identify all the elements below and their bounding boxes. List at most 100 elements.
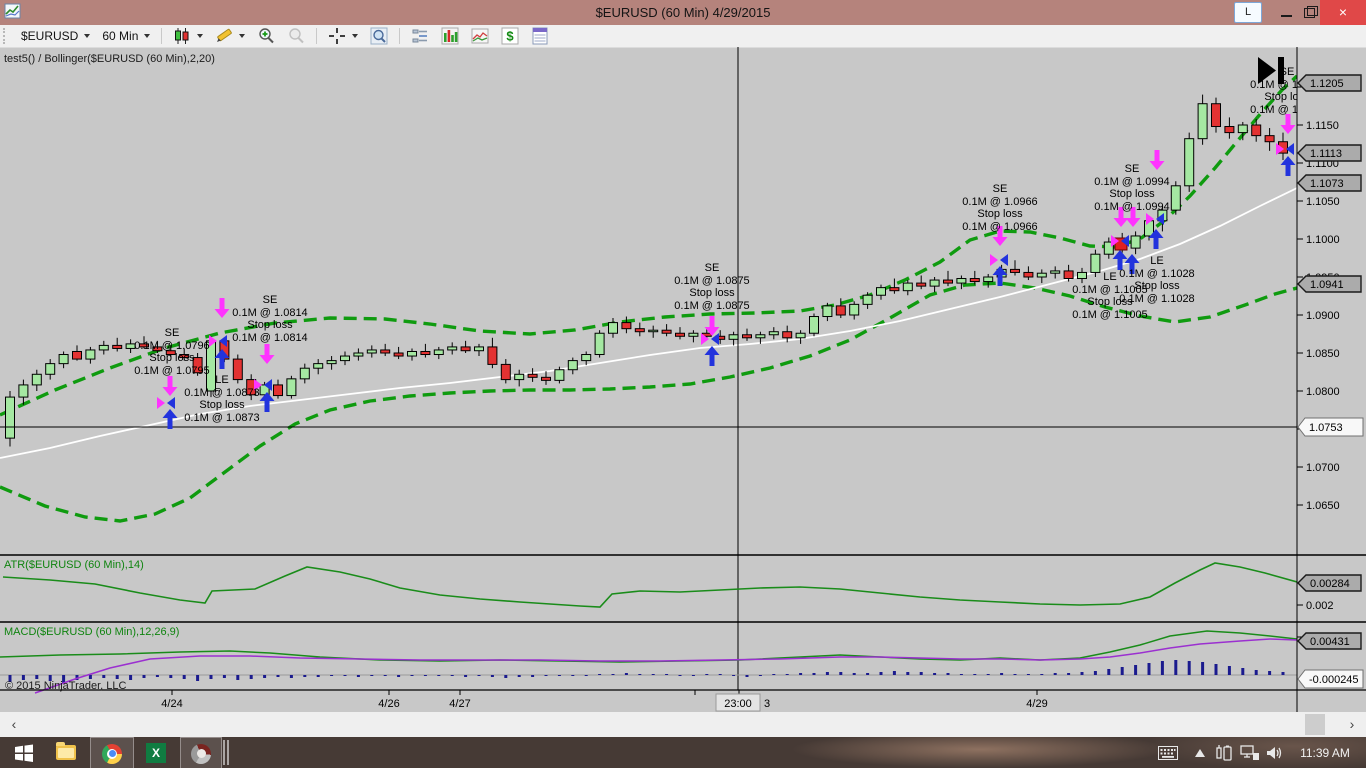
svg-text:1.0800: 1.0800 <box>1306 386 1340 398</box>
chrome-taskbar-button[interactable] <box>90 737 134 768</box>
cursor-mode-button[interactable] <box>322 26 364 46</box>
network-tray-button[interactable] <box>1236 737 1264 768</box>
volume-bars-icon <box>441 27 459 45</box>
svg-text:1.0850: 1.0850 <box>1306 348 1340 360</box>
chart-style-button[interactable] <box>167 26 209 46</box>
volume-tray-button[interactable] <box>1262 737 1288 768</box>
zoom-out-button[interactable] <box>281 26 311 46</box>
dollar-icon: $ <box>501 27 519 45</box>
svg-text:-0.000245: -0.000245 <box>1309 674 1359 686</box>
title-bar[interactable]: $EURUSD (60 Min) 4/29/2015 L × <box>0 0 1366 25</box>
wallpaper-glow <box>790 737 1170 768</box>
svg-text:1.0700: 1.0700 <box>1306 462 1340 474</box>
time-axis[interactable]: 4/24 4/26 4/27 4/29 23:00 3 <box>0 689 1366 712</box>
svg-text:0.002: 0.002 <box>1306 600 1334 612</box>
chevron-up-icon <box>1195 748 1205 757</box>
magnifier-window-icon <box>370 27 388 45</box>
chevron-down-icon <box>352 34 359 38</box>
svg-text:1.1050: 1.1050 <box>1306 196 1340 208</box>
svg-text:4/24: 4/24 <box>161 698 182 710</box>
power-tray-button[interactable] <box>1210 737 1238 768</box>
toolbar-separator <box>399 28 401 44</box>
stacked-window-indicator <box>227 740 229 765</box>
chart-toolbar: $EURUSD 60 Min <box>0 25 1366 48</box>
show-hidden-icons-button[interactable] <box>1190 737 1210 768</box>
data-box-button[interactable] <box>525 26 555 46</box>
account-data-button[interactable]: $ <box>495 26 525 46</box>
svg-text:1.1113: 1.1113 <box>1310 148 1342 160</box>
svg-text:1.1000: 1.1000 <box>1306 234 1340 246</box>
scroll-left-button[interactable]: ‹ <box>11 716 17 732</box>
svg-text:1.0650: 1.0650 <box>1306 500 1340 512</box>
candles <box>5 94 1288 447</box>
chevron-down-icon <box>239 34 246 38</box>
svg-text:1.0941: 1.0941 <box>1310 279 1344 291</box>
chart-trader-button[interactable] <box>405 26 435 46</box>
chrome-icon <box>102 743 122 764</box>
plot-area <box>0 74 1297 523</box>
instrument-label: $EURUSD <box>21 29 79 43</box>
instrument-selector[interactable]: $EURUSD <box>15 26 96 46</box>
indicator-panels <box>0 562 1297 694</box>
scrollbar-thumb[interactable] <box>1305 714 1325 735</box>
folder-icon <box>56 742 76 760</box>
minimize-button[interactable] <box>1276 0 1298 25</box>
zoom-in-icon <box>259 28 275 44</box>
pencil-icon <box>217 28 233 42</box>
restore-button[interactable] <box>1298 0 1320 25</box>
svg-text:1.0753: 1.0753 <box>1309 422 1343 434</box>
svg-text:4/26: 4/26 <box>378 698 399 710</box>
toolbar-grip[interactable] <box>3 28 12 44</box>
windows-taskbar: X <box>0 737 1366 768</box>
svg-text:0.00284: 0.00284 <box>1310 578 1350 590</box>
mini-chart-icon <box>471 28 489 44</box>
chevron-down-icon <box>144 34 151 38</box>
ninjatrader-icon <box>191 743 211 764</box>
start-button[interactable] <box>6 737 42 768</box>
chart-overview-button[interactable] <box>465 26 495 46</box>
svg-text:$: $ <box>507 29 515 44</box>
link-button[interactable]: L <box>1234 2 1262 23</box>
chart-trader-icon <box>412 29 428 43</box>
zoom-in-button[interactable] <box>251 26 281 46</box>
interval-label: 60 Min <box>102 29 139 43</box>
crosshair <box>0 47 1297 690</box>
chart-canvas[interactable]: 1.12001.11501.11001.10501.10001.09501.09… <box>0 47 1366 712</box>
ninjatrader-taskbar-button[interactable] <box>180 737 222 768</box>
excel-taskbar-button[interactable]: X <box>138 737 174 768</box>
svg-text:1.1205: 1.1205 <box>1310 78 1344 90</box>
power-plug-icon <box>1216 744 1232 761</box>
svg-text:1.1073: 1.1073 <box>1310 178 1344 190</box>
svg-text:1.1150: 1.1150 <box>1306 120 1339 132</box>
price-axis[interactable]: 1.12001.11501.11001.10501.10001.09501.09… <box>1296 47 1364 712</box>
taskbar-clock[interactable]: 11:39 AM <box>1300 745 1350 760</box>
windows-logo-icon <box>15 744 33 762</box>
svg-text:4/29: 4/29 <box>1026 698 1047 710</box>
excel-icon: X <box>146 742 166 763</box>
toolbar-separator <box>161 28 163 44</box>
zoom-window-button[interactable] <box>364 26 394 46</box>
svg-text:0.00431: 0.00431 <box>1310 636 1350 648</box>
trade-markers <box>157 57 1296 429</box>
interval-selector[interactable]: 60 Min <box>96 26 156 46</box>
svg-text:4/27: 4/27 <box>449 698 470 710</box>
volume-panel-button[interactable] <box>435 26 465 46</box>
chevron-down-icon <box>197 34 204 38</box>
scroll-right-button[interactable]: › <box>1349 716 1355 732</box>
chevron-down-icon <box>84 34 91 38</box>
file-explorer-button[interactable] <box>48 737 84 768</box>
touch-keyboard-button[interactable] <box>1152 737 1184 768</box>
close-button[interactable]: × <box>1320 0 1366 25</box>
panel-separators <box>0 554 1366 623</box>
svg-text:1.0900: 1.0900 <box>1306 310 1340 322</box>
stacked-window-indicator <box>223 740 225 765</box>
app-icon <box>4 3 21 19</box>
drawing-tool-button[interactable] <box>209 26 251 46</box>
horizontal-scrollbar[interactable]: ‹ › <box>0 712 1366 737</box>
svg-text:3: 3 <box>764 698 770 710</box>
crosshair-icon <box>329 28 346 44</box>
keyboard-icon <box>1158 745 1178 760</box>
data-grid-icon <box>532 27 548 45</box>
toolbar-separator <box>316 28 318 44</box>
